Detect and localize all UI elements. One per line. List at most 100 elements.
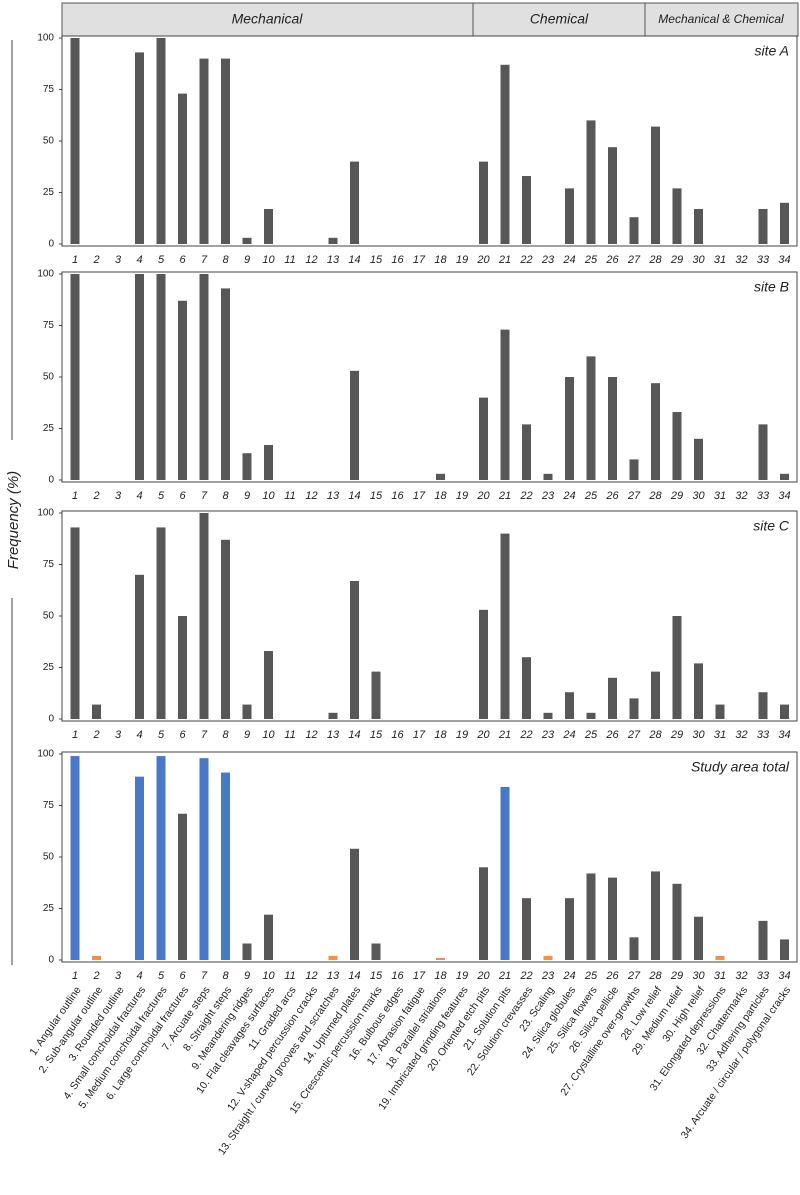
- bar: [92, 704, 101, 719]
- x-tick-label: 28: [648, 729, 662, 741]
- x-tick-label: 19: [456, 490, 468, 502]
- bar: [350, 161, 359, 244]
- x-tick-label: 7: [201, 970, 208, 982]
- x-tick-label: 8: [222, 490, 229, 502]
- bar: [608, 877, 617, 960]
- x-tick-label: 19: [456, 729, 468, 741]
- bar: [565, 188, 574, 244]
- x-tick-label: 5: [158, 970, 165, 982]
- x-tick-label: 34: [778, 490, 790, 502]
- x-tick-label: 23: [541, 490, 555, 502]
- x-tick-label: 19: [456, 970, 468, 982]
- bar: [328, 955, 338, 960]
- x-tick-label: 20: [476, 729, 490, 741]
- x-tick-label: 7: [201, 254, 208, 266]
- y-tick-label: 50: [43, 611, 55, 622]
- bar: [500, 786, 510, 960]
- x-tick-label: 20: [476, 970, 490, 982]
- panel-frame: [61, 35, 798, 247]
- y-axis-label: Frequency (%): [5, 471, 22, 569]
- x-tick-label: 17: [413, 970, 426, 982]
- x-tick-label: 31: [714, 729, 726, 741]
- bar: [651, 871, 660, 960]
- y-tick-label: 100: [37, 33, 54, 44]
- bar: [242, 453, 252, 480]
- x-tick-label: 24: [562, 254, 575, 266]
- bar: [328, 712, 338, 719]
- bar: [350, 580, 359, 719]
- bar: [436, 473, 445, 480]
- x-tick-label: 15: [370, 970, 383, 982]
- y-tick-label: 75: [43, 800, 55, 811]
- bar: [608, 677, 617, 719]
- bar: [135, 776, 144, 960]
- x-tick-label: 33: [757, 970, 770, 982]
- x-tick-label: 23: [541, 970, 555, 982]
- bar: [70, 756, 80, 960]
- x-tick-label: 31: [714, 970, 726, 982]
- bar: [651, 671, 660, 719]
- bar: [500, 64, 510, 244]
- x-tick-label: 6: [179, 970, 186, 982]
- x-tick-label: 4: [136, 970, 142, 982]
- panel-frame: [61, 271, 798, 483]
- bar: [371, 671, 381, 719]
- x-tick-label: 22: [519, 970, 532, 982]
- x-tick-label: 25: [584, 729, 598, 741]
- x-tick-label: 15: [370, 729, 383, 741]
- x-tick-label: 9: [244, 490, 250, 502]
- x-tick-label: 32: [735, 490, 747, 502]
- x-tick-label: 15: [370, 490, 383, 502]
- x-tick-label: 13: [327, 254, 340, 266]
- bar: [715, 955, 725, 960]
- x-tick-label: 17: [413, 729, 426, 741]
- x-tick-label: 26: [605, 254, 619, 266]
- x-tick-label: 3: [115, 729, 122, 741]
- y-tick-label: 0: [48, 475, 54, 486]
- bar: [608, 377, 617, 480]
- x-tick-label: 25: [584, 254, 598, 266]
- y-tick-label: 25: [43, 903, 55, 914]
- x-tick-label: 9: [244, 729, 250, 741]
- panel-title: site C: [753, 518, 790, 534]
- bar: [264, 208, 273, 244]
- bar: [221, 288, 230, 480]
- x-tick-label: 3: [115, 490, 122, 502]
- x-tick-label: 3: [115, 254, 122, 266]
- x-tick-label: 29: [670, 729, 683, 741]
- bar: [350, 848, 359, 960]
- x-tick-label: 23: [541, 729, 555, 741]
- bar: [242, 943, 252, 960]
- x-tick-label: 2: [92, 490, 99, 502]
- x-tick-label: 2: [92, 729, 99, 741]
- x-tick-label: 14: [348, 254, 360, 266]
- x-tick-label: 18: [434, 729, 447, 741]
- y-tick-label: 75: [43, 320, 55, 331]
- x-tick-label: 29: [670, 490, 683, 502]
- bar: [328, 237, 338, 244]
- bar: [586, 356, 596, 480]
- x-tick-label: 5: [158, 490, 165, 502]
- bar: [522, 424, 531, 480]
- x-tick-label: 3: [115, 970, 122, 982]
- bar: [242, 237, 252, 244]
- bar: [586, 120, 596, 244]
- y-tick-label: 50: [43, 372, 55, 383]
- x-tick-label: 34: [778, 970, 790, 982]
- bar: [70, 274, 80, 480]
- x-tick-label: 27: [627, 970, 641, 982]
- x-tick-label: 30: [692, 490, 705, 502]
- x-tick-label: 12: [305, 970, 317, 982]
- panel-frame: [61, 510, 798, 722]
- x-tick-label: 9: [244, 970, 250, 982]
- y-tick-label: 75: [43, 84, 55, 95]
- bar: [178, 93, 187, 245]
- bar: [565, 377, 574, 480]
- x-tick-label: 24: [562, 970, 575, 982]
- x-tick-label: 20: [476, 490, 490, 502]
- x-tick-label: 16: [391, 970, 404, 982]
- x-tick-label: 24: [562, 490, 575, 502]
- x-tick-label: 26: [605, 729, 619, 741]
- x-tick-label: 15: [370, 254, 383, 266]
- x-tick-label: 29: [670, 970, 683, 982]
